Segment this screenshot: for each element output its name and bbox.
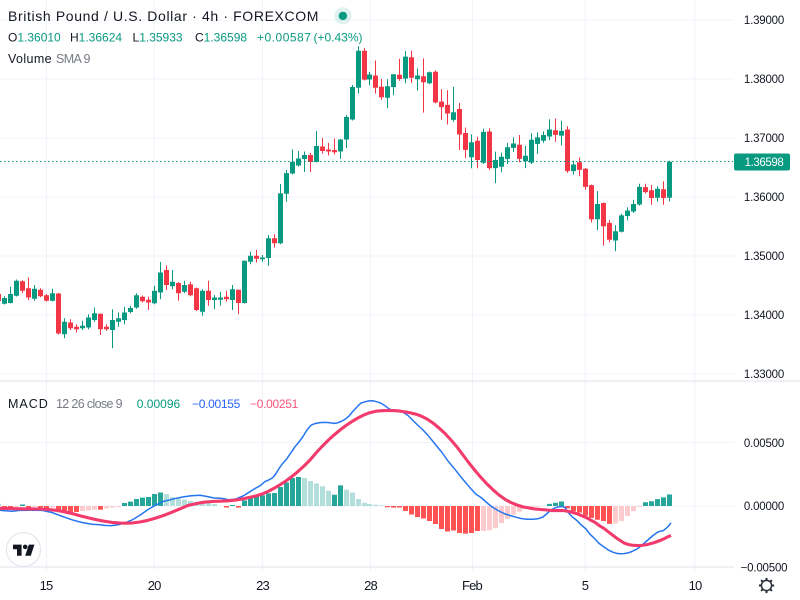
- svg-text:(+0.43%): (+0.43%): [314, 31, 363, 45]
- svg-text:1.38000: 1.38000: [744, 74, 784, 86]
- svg-text:1.36000: 1.36000: [744, 192, 784, 204]
- svg-text:0.00500: 0.00500: [744, 438, 784, 450]
- svg-text:−0.00155: −0.00155: [192, 397, 241, 411]
- svg-text:1.34000: 1.34000: [744, 310, 784, 322]
- svg-text:1.36598: 1.36598: [745, 157, 784, 169]
- svg-text:British Pound / U.S. Dollar ·: British Pound / U.S. Dollar · 4h · FOREX…: [8, 8, 319, 24]
- svg-text:23: 23: [256, 578, 269, 593]
- svg-text:10: 10: [689, 578, 702, 593]
- svg-text:O1.36010: O1.36010: [8, 31, 61, 45]
- svg-text:1.39000: 1.39000: [744, 15, 784, 27]
- svg-text:15: 15: [40, 578, 53, 593]
- svg-text:−0.00500: −0.00500: [741, 563, 788, 575]
- svg-text:0.00096: 0.00096: [137, 397, 181, 411]
- svg-text:1.37000: 1.37000: [744, 133, 784, 145]
- svg-text:MACD: MACD: [8, 397, 49, 411]
- svg-text:Feb: Feb: [462, 578, 483, 593]
- svg-text:20: 20: [148, 578, 161, 593]
- svg-text:5: 5: [582, 578, 589, 593]
- svg-text:−0.00251: −0.00251: [250, 397, 299, 411]
- svg-text:Volume: Volume: [8, 52, 52, 66]
- svg-text:0.00000: 0.00000: [744, 501, 784, 513]
- svg-text:L1.35933: L1.35933: [133, 31, 183, 45]
- svg-text:C1.36598: C1.36598: [195, 31, 247, 45]
- svg-text:1.35000: 1.35000: [744, 251, 784, 263]
- svg-text:SMA 9: SMA 9: [56, 52, 90, 66]
- svg-text:1.33000: 1.33000: [744, 369, 784, 381]
- svg-text:28: 28: [364, 578, 377, 593]
- svg-text:12 26 close 9: 12 26 close 9: [56, 397, 123, 411]
- svg-text:+0.00587: +0.00587: [257, 31, 311, 45]
- svg-text:H1.36624: H1.36624: [70, 31, 122, 45]
